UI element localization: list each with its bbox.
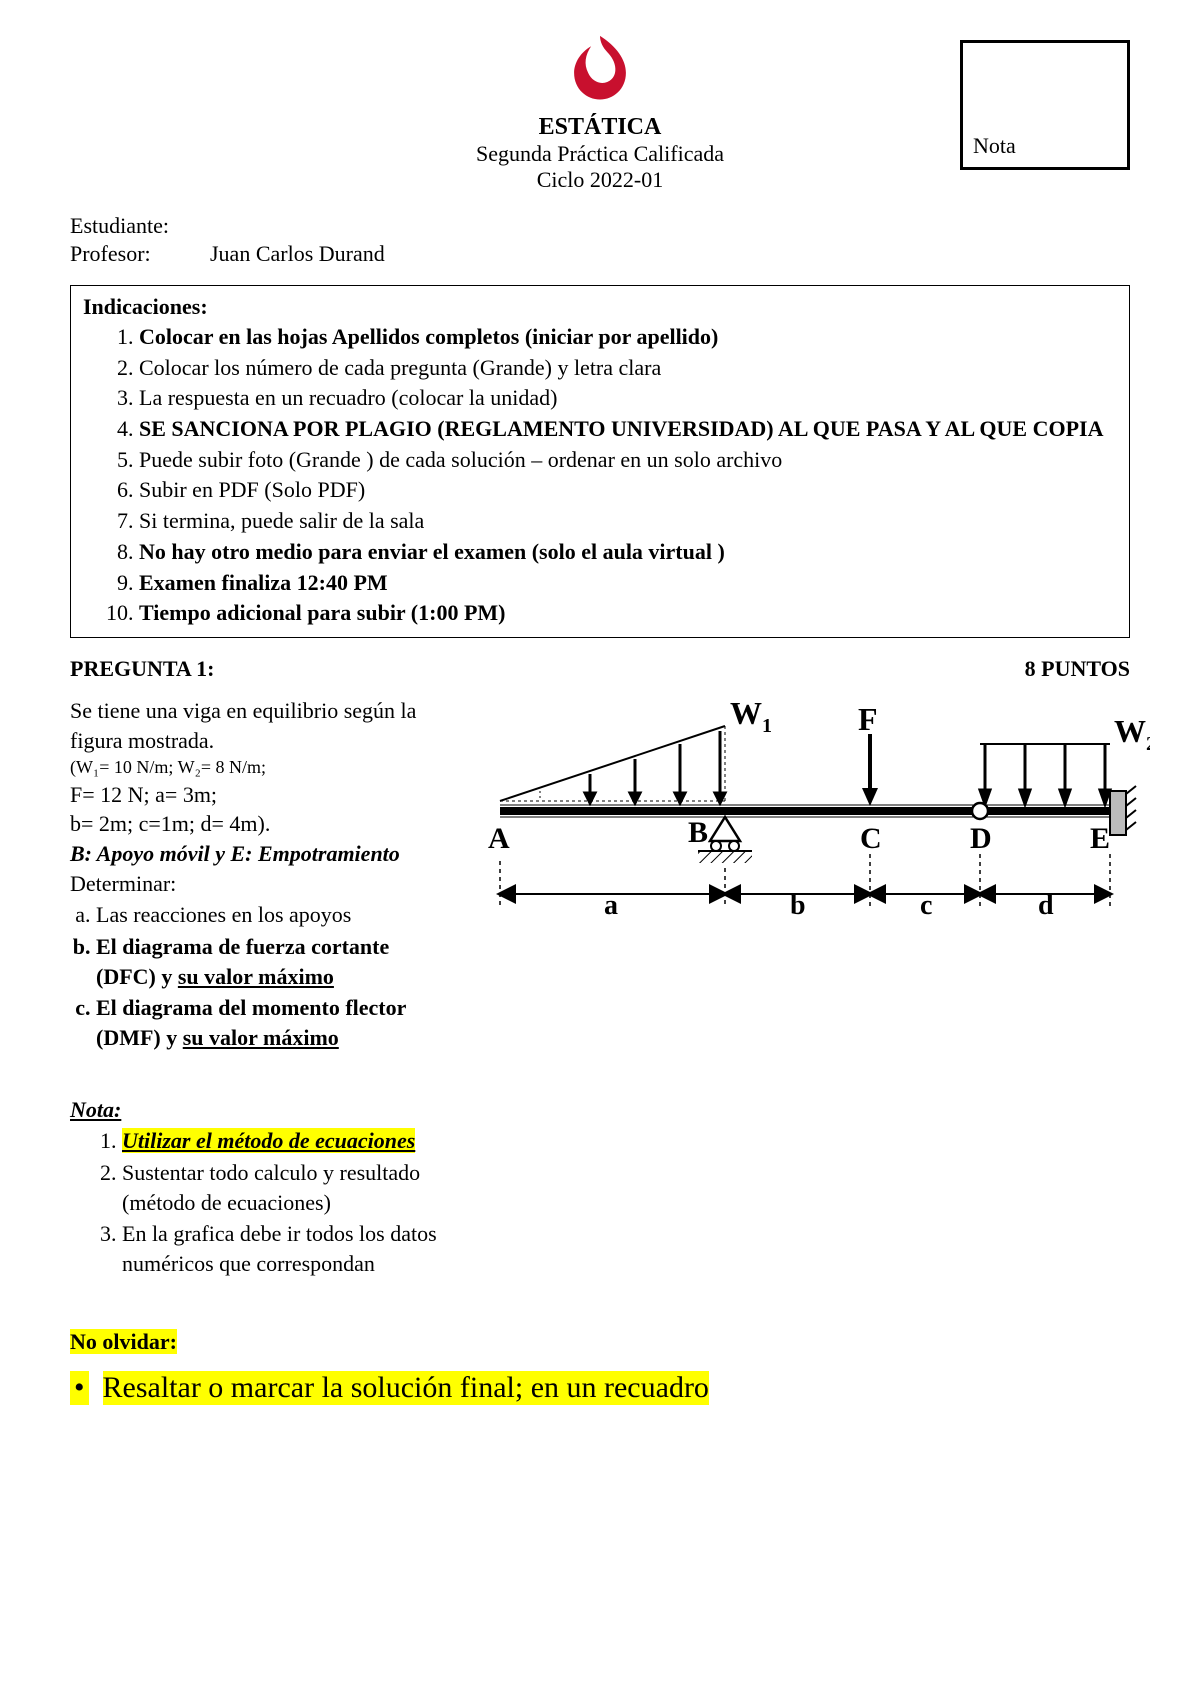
student-info: Estudiante: Profesor: Juan Carlos Durand	[70, 213, 1130, 267]
instruction-item: SE SANCIONA POR PLAGIO (REGLAMENTO UNIVE…	[139, 416, 1103, 441]
note-item-3: En la grafica debe ir todos los datos nu…	[122, 1221, 437, 1276]
instructions-title: Indicaciones:	[83, 294, 1117, 320]
course-title: ESTÁTICA	[476, 114, 724, 141]
question-body: Se tiene una viga en equilibrio según la…	[70, 696, 1130, 1055]
instruction-item: Tiempo adicional para subir (1:00 PM)	[139, 600, 505, 625]
grade-box: Nota	[960, 40, 1130, 170]
professor-name: Juan Carlos Durand	[210, 241, 385, 267]
final-instruction: • Resaltar o marcar la solución final; e…	[70, 1371, 1130, 1405]
svg-text:E: E	[1090, 822, 1110, 855]
svg-text:d: d	[1038, 890, 1054, 921]
svg-text:c: c	[920, 890, 932, 921]
svg-text:a: a	[604, 890, 618, 921]
instruction-item: Colocar los número de cada pregunta (Gra…	[139, 355, 661, 380]
svg-text:C: C	[860, 822, 882, 855]
question-points: 8 PUNTOS	[1025, 656, 1130, 682]
determine-label: Determinar:	[70, 869, 450, 899]
supports-line: B: Apoyo móvil y E: Empotramiento	[70, 839, 450, 869]
svg-text:F: F	[858, 701, 878, 737]
bullet-icon: •	[70, 1371, 89, 1405]
svg-text:B: B	[688, 816, 708, 849]
instructions-list: Colocar en las hojas Apellidos completos…	[83, 322, 1117, 628]
no-olvidar-label: No olvidar:	[70, 1329, 177, 1354]
instruction-item: Puede subir foto (Grande ) de cada soluc…	[139, 447, 782, 472]
svg-text:2: 2	[1146, 733, 1150, 755]
svg-text:W: W	[730, 696, 762, 731]
instruction-item: Si termina, puede salir de la sala	[139, 508, 424, 533]
instructions-box: Indicaciones: Colocar en las hojas Apell…	[70, 285, 1130, 638]
svg-text:1: 1	[762, 715, 772, 737]
subtitle-practice: Segunda Práctica Calificada	[476, 141, 724, 167]
professor-label: Profesor:	[70, 241, 210, 267]
grade-label: Nota	[973, 133, 1016, 159]
svg-text:D: D	[970, 822, 992, 855]
header: ESTÁTICA Segunda Práctica Calificada Cic…	[70, 30, 1130, 193]
instruction-item: La respuesta en un recuadro (colocar la …	[139, 385, 557, 410]
question-header: PREGUNTA 1: 8 PUNTOS	[70, 656, 1130, 682]
instruction-item: No hay otro medio para enviar el examen …	[139, 539, 725, 564]
subtitle-cycle: Ciclo 2022-01	[476, 167, 724, 193]
item-a: Las reacciones en los apoyos	[96, 902, 351, 927]
instruction-item: Colocar en las hojas Apellidos completos…	[139, 324, 718, 349]
question-items: Las reacciones en los apoyos El diagrama…	[70, 900, 450, 1052]
header-center: ESTÁTICA Segunda Práctica Calificada Cic…	[476, 30, 724, 193]
note-item-2: Sustentar todo calculo y resultado (méto…	[122, 1160, 420, 1215]
intro-line: Se tiene una viga en equilibrio según la	[70, 696, 450, 726]
instruction-item: Examen finaliza 12:40 PM	[139, 570, 388, 595]
note-section: Nota: Utilizar el método de ecuaciones S…	[70, 1095, 1130, 1279]
svg-text:W: W	[1114, 713, 1146, 749]
beam-diagram: W 1 F W 2	[470, 696, 1150, 1055]
item-b-underline: su valor máximo	[178, 964, 334, 989]
no-olvidar: No olvidar:	[70, 1329, 1130, 1355]
svg-text:b: b	[790, 890, 806, 921]
item-c-underline: su valor máximo	[183, 1025, 339, 1050]
note-item-1: Utilizar el método de ecuaciones	[122, 1128, 415, 1153]
instruction-item: Subir en PDF (Solo PDF)	[139, 477, 365, 502]
question-text: Se tiene una viga en equilibrio según la…	[70, 696, 450, 1055]
university-logo-icon	[563, 30, 637, 110]
note-heading: Nota:	[70, 1095, 1130, 1125]
params-line: b= 2m; c=1m; d= 4m).	[70, 809, 450, 839]
params-line: F= 12 N; a= 3m;	[70, 780, 450, 810]
student-label: Estudiante:	[70, 213, 210, 239]
note-list: Utilizar el método de ecuaciones Sustent…	[70, 1126, 1130, 1278]
svg-text:A: A	[488, 822, 510, 855]
final-text: Resaltar o marcar la solución final; en …	[103, 1371, 709, 1405]
params-line: (W₁= 10 N/m; W₂= 8 N/m;	[70, 755, 450, 779]
question-number: PREGUNTA 1:	[70, 656, 214, 682]
intro-line: figura mostrada.	[70, 726, 450, 756]
